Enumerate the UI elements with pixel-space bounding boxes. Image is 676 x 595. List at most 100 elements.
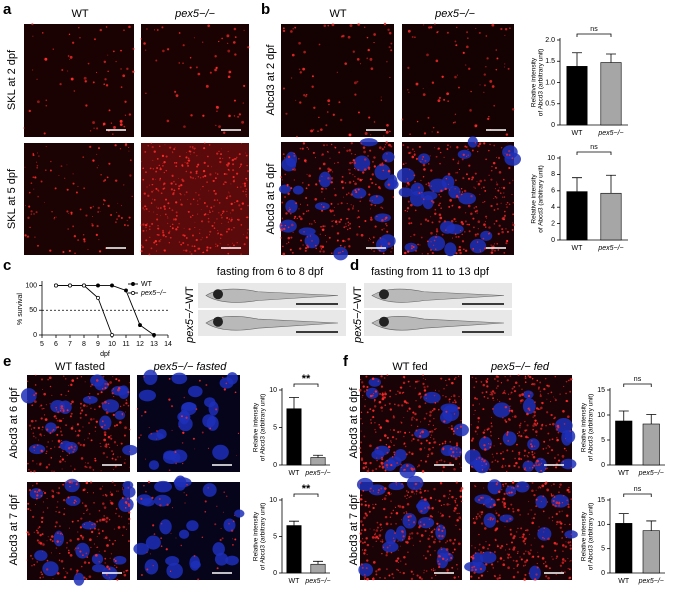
signal-dot	[422, 374, 424, 376]
signal-dot	[420, 509, 423, 513]
signal-dot	[230, 202, 233, 206]
signal-dot	[232, 175, 235, 179]
signal-dot	[87, 248, 89, 251]
signal-dot	[480, 513, 483, 516]
signal-dot	[477, 416, 480, 420]
signal-dot	[567, 541, 570, 544]
signal-dot	[478, 456, 481, 459]
signal-dot	[480, 381, 483, 383]
signal-dot	[170, 533, 172, 534]
significance-label: ns	[590, 144, 598, 151]
signal-dot	[415, 493, 417, 495]
signal-dot	[413, 153, 416, 156]
signal-dot	[447, 172, 451, 176]
image-background	[24, 143, 134, 255]
signal-dot	[544, 561, 547, 563]
signal-dot	[324, 198, 326, 200]
signal-dot	[484, 429, 486, 431]
micrograph	[358, 374, 469, 479]
signal-dot	[377, 537, 380, 540]
signal-dot	[535, 464, 538, 466]
signal-dot	[213, 227, 216, 229]
signal-dot	[459, 463, 461, 465]
signal-dot	[479, 84, 481, 86]
signal-dot	[568, 486, 570, 489]
signal-dot	[241, 202, 245, 205]
signal-dot	[465, 146, 468, 149]
signal-dot	[494, 529, 497, 532]
signal-dot	[203, 161, 206, 164]
signal-dot	[26, 235, 30, 238]
signal-dot	[205, 84, 209, 88]
signal-dot	[507, 485, 509, 487]
signal-dot	[361, 538, 364, 540]
signal-dot	[433, 394, 436, 397]
signal-dot	[453, 446, 455, 449]
signal-dot	[105, 443, 108, 446]
signal-dot	[185, 170, 188, 173]
signal-dot	[219, 160, 222, 164]
signal-dot	[440, 377, 443, 380]
signal-dot	[518, 431, 521, 433]
signal-dot	[195, 66, 198, 69]
signal-dot	[163, 187, 166, 189]
signal-dot	[480, 574, 484, 577]
signal-dot	[293, 152, 295, 155]
signal-dot	[531, 481, 534, 484]
signal-dot	[372, 416, 375, 419]
nucleus	[388, 481, 405, 491]
signal-dot	[365, 567, 368, 570]
signal-dot	[483, 444, 486, 447]
signal-dot	[226, 173, 228, 175]
signal-dot	[213, 222, 216, 224]
signal-dot	[91, 523, 93, 526]
signal-dot	[70, 402, 72, 405]
signal-dot	[388, 449, 391, 451]
signal-dot	[350, 142, 353, 145]
signal-dot	[31, 69, 34, 71]
signal-dot	[376, 446, 379, 450]
signal-dot	[91, 530, 94, 534]
signal-dot	[123, 125, 126, 128]
signal-dot	[432, 190, 434, 192]
signal-dot	[455, 447, 458, 450]
signal-dot	[344, 62, 348, 65]
signal-dot	[360, 458, 364, 461]
signal-dot	[450, 556, 453, 560]
signal-dot	[119, 405, 122, 408]
y-axis-label: % survival	[17, 293, 24, 325]
signal-dot	[532, 517, 535, 520]
x-tick-label: pex5−/−	[597, 130, 623, 137]
signal-dot	[430, 26, 433, 29]
signal-dot	[568, 568, 571, 571]
signal-dot	[91, 383, 94, 386]
signal-dot	[497, 561, 499, 563]
signal-dot	[364, 405, 366, 407]
signal-dot	[479, 567, 483, 571]
signal-dot	[145, 226, 147, 229]
signal-dot	[527, 513, 530, 515]
signal-dot	[483, 223, 486, 226]
signal-dot	[198, 232, 201, 234]
nucleus	[212, 542, 225, 556]
signal-dot	[524, 429, 527, 432]
signal-dot	[46, 497, 48, 500]
signal-dot	[403, 417, 405, 419]
signal-dot	[482, 551, 485, 554]
signal-dot	[504, 34, 506, 37]
signal-dot	[375, 570, 378, 573]
signal-dot	[108, 162, 111, 165]
signal-dot	[172, 192, 175, 196]
signal-dot	[299, 71, 303, 74]
signal-dot	[382, 396, 385, 399]
signal-dot	[313, 220, 315, 222]
signal-dot	[68, 249, 71, 252]
signal-dot	[559, 483, 562, 486]
signal-dot	[107, 402, 110, 405]
signal-dot	[28, 109, 31, 113]
signal-dot	[314, 197, 318, 201]
signal-dot	[96, 127, 99, 130]
signal-dot	[495, 483, 498, 486]
signal-dot	[84, 504, 88, 508]
signal-dot	[180, 544, 183, 547]
